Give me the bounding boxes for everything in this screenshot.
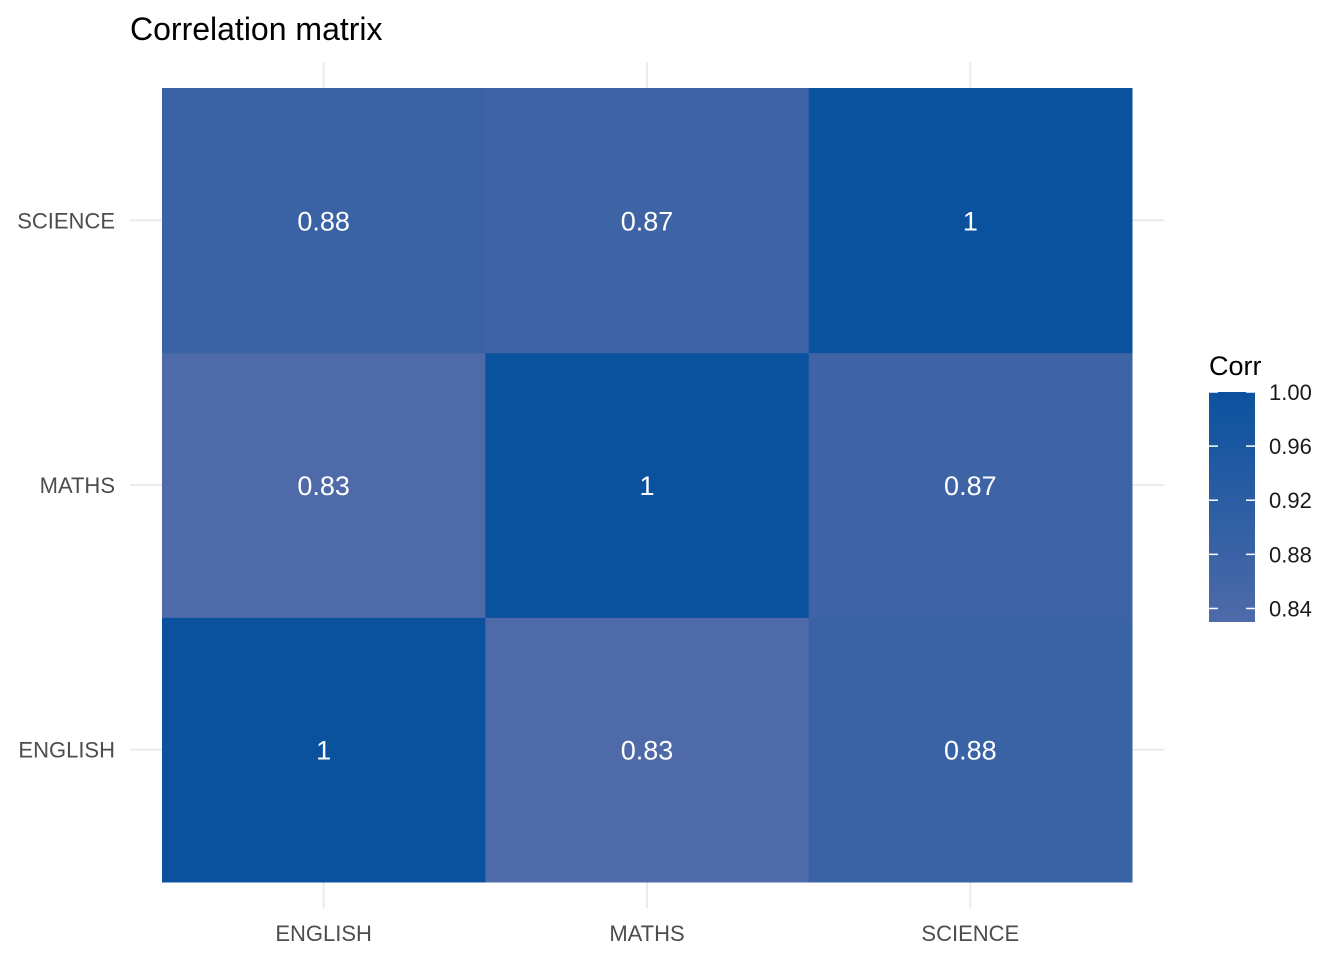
x-tick-label-maths: MATHS	[609, 921, 684, 946]
cell-label-maths-maths: 1	[639, 471, 654, 501]
heatmap-cell-maths-science	[485, 88, 810, 354]
cell-label-maths-science: 0.87	[621, 206, 674, 236]
y-tick-label-english: ENGLISH	[18, 738, 115, 763]
cell-label-science-science: 1	[963, 206, 978, 236]
heatmap-cell-science-english	[808, 617, 1133, 883]
chart-title: Correlation matrix	[130, 11, 383, 47]
legend-color-bar	[1209, 392, 1255, 622]
cell-label-english-english: 1	[316, 736, 331, 766]
heatmap-cell-english-english	[162, 617, 486, 883]
color-legend: Corr 0.84 0.88 0.92 0.96 1.00	[1209, 351, 1312, 622]
heatmap-cell-labels: 1 0.83 0.88 0.83 1 0.87 0.88 0.87 1	[297, 206, 996, 765]
cell-label-english-science: 0.88	[297, 206, 350, 236]
legend-tick-label: 0.84	[1269, 596, 1312, 621]
y-tick-label-maths: MATHS	[40, 473, 115, 498]
cell-label-science-english: 0.88	[944, 736, 997, 766]
legend-title: Corr	[1209, 351, 1262, 381]
x-axis-tick-labels: ENGLISH MATHS SCIENCE	[275, 921, 1019, 946]
x-tick-label-science: SCIENCE	[921, 921, 1019, 946]
y-axis-tick-labels: ENGLISH MATHS SCIENCE	[17, 208, 115, 762]
legend-tick-label: 1.00	[1269, 380, 1312, 405]
heatmap-cell-science-maths	[808, 352, 1133, 618]
heatmap-cell-science-science	[808, 88, 1133, 354]
legend-tick-label: 0.96	[1269, 434, 1312, 459]
heatmap-cell-maths-maths	[485, 352, 810, 618]
heatmap-cell-english-maths	[162, 352, 486, 618]
cell-label-english-maths: 0.83	[297, 471, 350, 501]
legend-ticks: 0.84 0.88 0.92 0.96 1.00	[1209, 380, 1312, 621]
legend-tick-label: 0.92	[1269, 488, 1312, 513]
legend-tick-label: 0.88	[1269, 542, 1312, 567]
cell-label-maths-english: 0.83	[621, 736, 674, 766]
heatmap-cell-english-science	[162, 88, 486, 354]
y-tick-label-science: SCIENCE	[17, 208, 115, 233]
x-tick-label-english: ENGLISH	[275, 921, 372, 946]
heatmap-cell-maths-english	[485, 617, 810, 883]
heatmap-cells	[162, 88, 1133, 883]
cell-label-science-maths: 0.87	[944, 471, 997, 501]
